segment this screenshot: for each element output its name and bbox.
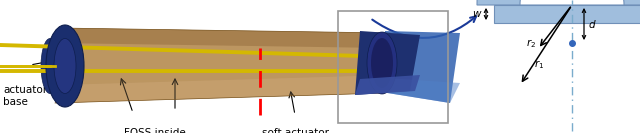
Polygon shape [355, 31, 420, 95]
Ellipse shape [68, 61, 77, 70]
Ellipse shape [56, 47, 65, 55]
Ellipse shape [68, 68, 77, 77]
Polygon shape [355, 75, 420, 95]
Polygon shape [55, 28, 390, 103]
Text: $d$: $d$ [588, 18, 596, 30]
Polygon shape [55, 28, 390, 48]
Ellipse shape [371, 38, 393, 88]
Text: FOSS inside
furcation tube: FOSS inside furcation tube [118, 128, 192, 133]
Polygon shape [375, 31, 460, 103]
Ellipse shape [46, 25, 84, 107]
Ellipse shape [53, 54, 62, 63]
Ellipse shape [60, 43, 69, 53]
Ellipse shape [52, 63, 61, 72]
Bar [338, 11, 448, 123]
Text: soft actuator: soft actuator [262, 128, 328, 133]
Polygon shape [55, 28, 390, 103]
Text: $r_1$: $r_1$ [534, 59, 544, 71]
Ellipse shape [66, 75, 75, 84]
Ellipse shape [54, 72, 63, 81]
Text: cap: cap [388, 43, 407, 53]
Text: $r_2$: $r_2$ [526, 38, 536, 50]
Polygon shape [55, 75, 390, 103]
Ellipse shape [367, 32, 397, 94]
Bar [494, 5, 640, 23]
Text: $w$: $w$ [472, 9, 483, 19]
Ellipse shape [41, 38, 59, 93]
Text: actuator
base: actuator base [3, 85, 47, 107]
Ellipse shape [61, 79, 70, 88]
Ellipse shape [67, 52, 76, 61]
Polygon shape [375, 78, 460, 103]
Ellipse shape [58, 78, 67, 87]
Wedge shape [520, 0, 624, 5]
Ellipse shape [54, 38, 76, 93]
Ellipse shape [65, 46, 74, 55]
Wedge shape [477, 0, 640, 5]
